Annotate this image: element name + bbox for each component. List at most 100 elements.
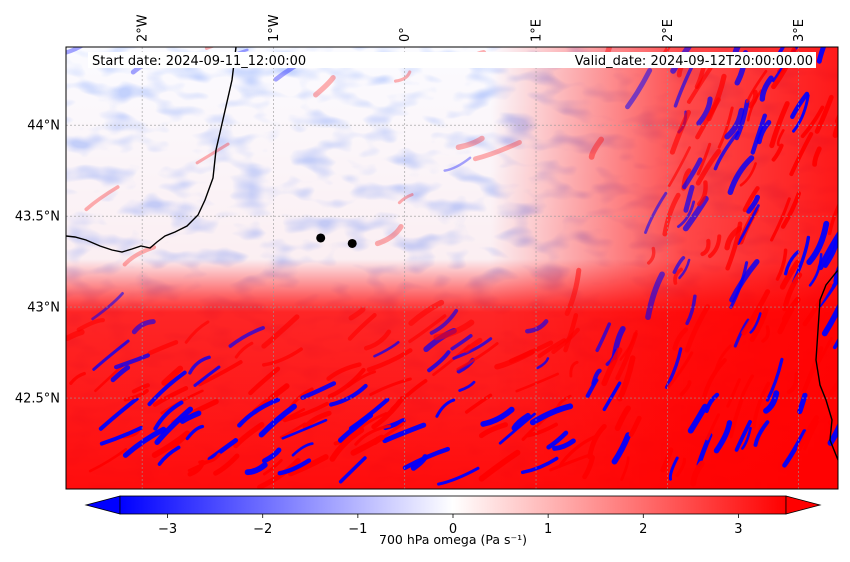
streak-positive [478,449,521,482]
city-point [347,238,357,248]
streak-negative [511,412,531,431]
streak-positive [701,358,727,401]
streak-negative [664,347,683,389]
streak-negative [673,63,695,108]
streak-negative [585,378,599,398]
streak-negative [458,380,476,392]
lon-tick-label: 1°E [530,19,545,42]
streak-negative [816,47,827,64]
streak-negative [147,370,187,407]
streak-positive [354,424,391,446]
lon-tick-label: 2°E [661,19,676,42]
streak-positive [749,307,769,342]
streak-negative [678,258,691,280]
streak-negative [110,365,131,383]
streak-positive [660,447,674,473]
streak-positive [690,460,705,487]
streak-positive [234,341,254,359]
streak-negative [625,67,653,110]
streak-positive [359,412,388,430]
streak-negative [277,458,312,476]
streak-positive [775,248,788,281]
streak-negative [808,253,823,287]
streak-positive [717,106,734,149]
streak-negative [729,261,749,309]
streak-positive [556,394,572,408]
streak-negative [645,271,665,321]
streak-positive [455,135,485,150]
streak-positive [366,348,413,372]
streak-negative [727,155,755,196]
streak-positive [812,146,822,167]
streak-positive [801,346,824,394]
streak-positive [771,143,784,162]
streak-positive [828,378,838,396]
streak-positive [695,97,721,140]
streak-negative [683,184,695,213]
streak-positive [696,142,712,176]
streak-positive [526,422,558,438]
streak-positive [123,388,149,402]
streak-negative [536,357,550,370]
streak-negative [741,426,752,450]
streak-positive [700,238,711,257]
streak-positive [802,283,833,327]
streak-negative [185,424,205,441]
streak-negative [429,308,459,335]
streak-positive [204,47,216,50]
streak-negative [782,429,807,468]
streak-negative [672,256,686,274]
streak-positive [374,224,404,247]
streak-negative [66,47,84,55]
streak-negative [520,456,559,475]
wave-streaks [66,47,838,489]
streak-negative [244,462,268,476]
streak-positive [537,338,567,359]
streak-positive [564,267,582,316]
streak-positive [741,289,771,336]
streak-negative [153,400,184,431]
streak-negative [756,119,772,145]
streak-positive [769,101,790,149]
streak-negative [179,410,202,424]
map-area: Start date: 2024-09-11_12:00:00 Valid_da… [66,47,838,489]
streak-positive [373,421,406,445]
streak-negative [258,403,297,438]
streak-positive [827,202,838,236]
streak-negative [734,420,752,452]
streak-negative [382,422,427,444]
streak-positive [233,422,265,449]
streak-negative [329,383,368,407]
streak-positive [184,320,210,344]
streak-positive [673,267,683,285]
streak-positive [551,327,580,354]
streak-positive [776,129,785,147]
streak-positive [669,109,692,155]
streak-negative [687,403,708,434]
streak-negative [749,312,762,334]
streak-positive [800,105,825,139]
streak-negative [552,438,576,451]
streak-positive [647,246,656,265]
streak-negative [790,91,810,119]
streak-negative [193,365,221,387]
streak-positive [728,398,744,439]
streak-negative [443,156,472,172]
streak-positive [725,221,743,271]
city-points [316,233,357,248]
streak-positive [615,331,638,381]
streak-positive [287,454,329,477]
streak-positive [675,457,687,478]
streak-negative [792,94,810,133]
streak-negative [713,130,740,171]
streak-negative [797,392,808,415]
streak-negative [778,47,786,55]
streak-negative [427,350,451,373]
streak-negative [832,337,838,350]
streak-positive [587,423,607,460]
info-bar [88,52,816,68]
longitude-tick-labels: 2°W 1°W 0° 1°E 2°E 3°E [136,14,807,42]
streak-negative [806,220,830,266]
valid-date-label: Valid_date: 2024-09-12T20:00:00.00 [575,54,813,69]
